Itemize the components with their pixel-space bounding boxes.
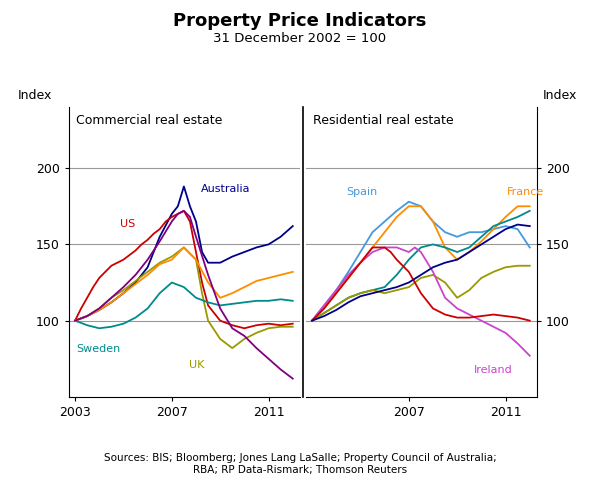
Text: US: US [120, 219, 135, 229]
Text: 31 December 2002 = 100: 31 December 2002 = 100 [214, 32, 386, 45]
Text: Sources: BIS; Bloomberg; Jones Lang LaSalle; Property Council of Australia;
RBA;: Sources: BIS; Bloomberg; Jones Lang LaSa… [104, 453, 496, 475]
Text: Sweden: Sweden [76, 343, 121, 354]
Text: Index: Index [543, 89, 577, 102]
Text: UK: UK [189, 360, 204, 370]
Text: Australia: Australia [201, 184, 250, 194]
Text: France: France [507, 187, 544, 197]
Text: Commercial real estate: Commercial real estate [76, 114, 223, 128]
Text: Index: Index [18, 89, 52, 102]
Text: Spain: Spain [346, 187, 377, 197]
Text: Property Price Indicators: Property Price Indicators [173, 12, 427, 30]
Text: Residential real estate: Residential real estate [313, 114, 454, 128]
Text: Ireland: Ireland [474, 365, 513, 375]
